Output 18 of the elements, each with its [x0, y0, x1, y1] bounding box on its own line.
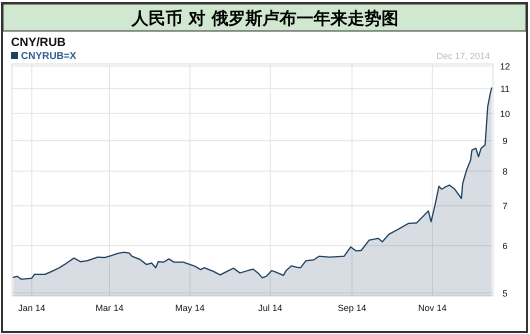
y-tick-label: 12 — [500, 62, 510, 72]
x-tick-label: Jul 14 — [258, 303, 282, 313]
chart-subtitle: CNY/RUB — [11, 35, 66, 49]
y-tick-label: 7 — [502, 201, 508, 212]
y-tick-label: 10 — [500, 108, 510, 119]
y-tick-label: 5 — [502, 288, 508, 298]
x-tick-label: Sep 14 — [338, 303, 366, 313]
text: Dec 17, 2014 — [436, 51, 490, 61]
legend-label: CNYRUB=X — [21, 51, 77, 62]
y-tick-label: 8 — [502, 166, 508, 177]
y-tick-label: 6 — [502, 241, 508, 252]
chart-title: 人民币 对 俄罗斯卢布一年来走势图 — [130, 9, 398, 29]
y-tick-label: 9 — [502, 136, 508, 146]
x-tick-label: Mar 14 — [96, 303, 124, 313]
x-tick-label: Jan 14 — [18, 303, 46, 313]
x-tick-label: May 14 — [175, 303, 205, 313]
y-tick-label: 11 — [500, 84, 510, 94]
x-tick-label: Nov 14 — [418, 303, 447, 313]
